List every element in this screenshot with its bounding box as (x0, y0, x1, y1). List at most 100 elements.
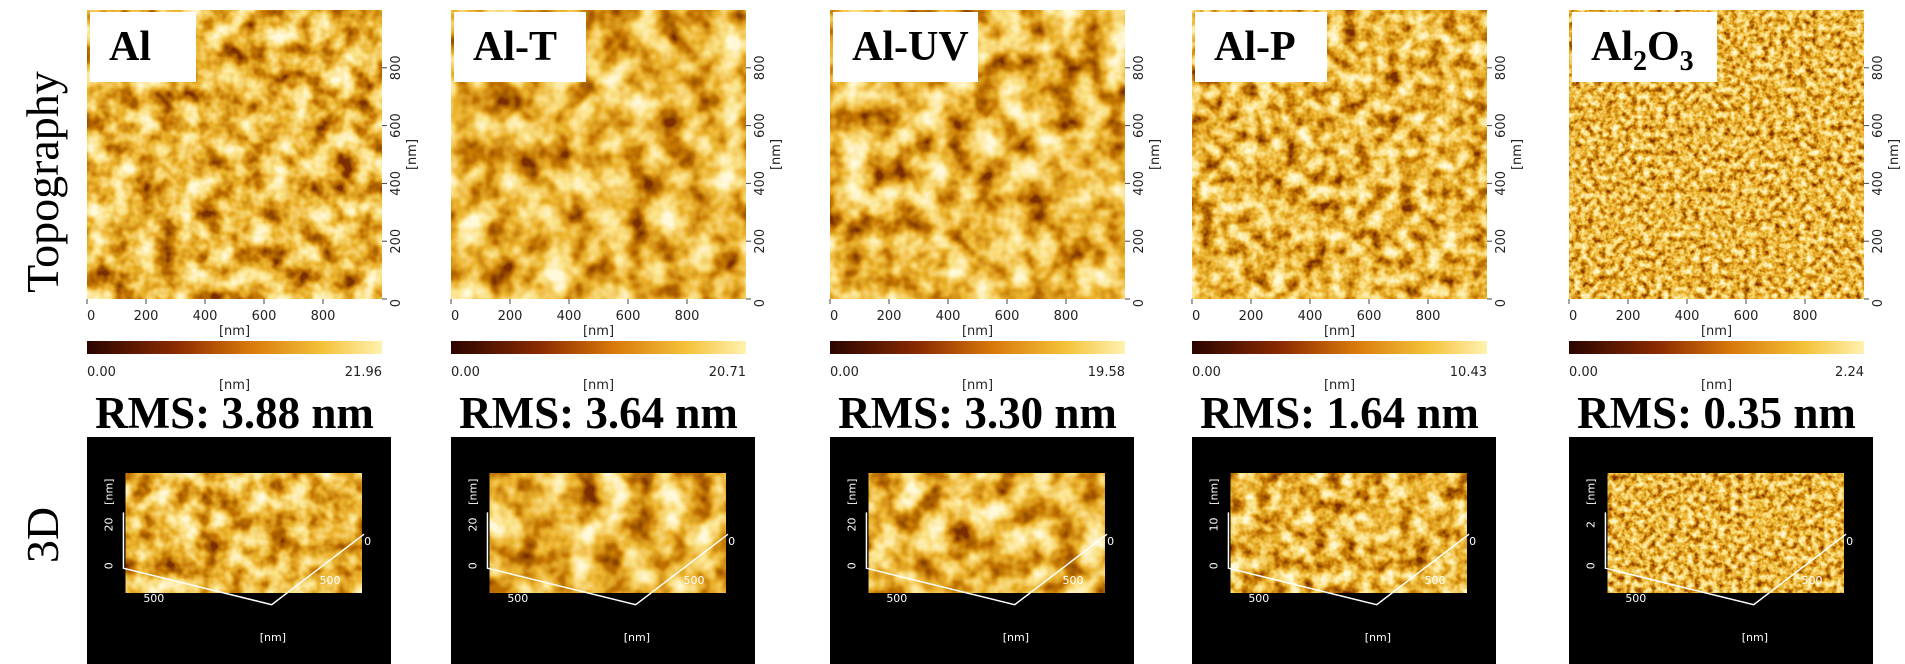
y-tick-label: 500 (1802, 574, 1823, 587)
y-axis-unit: [nm] (1510, 139, 1525, 170)
colorbar-min: 0.00 (451, 365, 480, 380)
view3d-unit: [nm] (1365, 631, 1391, 644)
y-tick-label: 0 (1494, 299, 1509, 307)
y-tick-label: 200 (1132, 229, 1147, 254)
x-tick-label: 600 (1734, 309, 1759, 324)
label-part: Al-UV (852, 24, 969, 70)
colorbar-min: 0.00 (1569, 365, 1598, 380)
x-tick-label: 0 (1569, 309, 1577, 324)
x-tick-label: 200 (1239, 309, 1264, 324)
colorbar-min: 0.00 (1192, 365, 1221, 380)
label-part: Al (109, 24, 151, 70)
y-tick-label: 600 (1494, 113, 1509, 138)
colorbar (830, 341, 1125, 354)
colorbar-max: 20.71 (709, 365, 746, 380)
y-tick-label: 600 (753, 113, 768, 138)
z-tick-label: 20 (103, 517, 116, 531)
y-axis-unit: [nm] (1148, 139, 1163, 170)
label-part: Al-P (1214, 24, 1296, 70)
y-tick-label: 0 (1846, 535, 1853, 548)
z-unit: [nm] (467, 479, 480, 505)
y-tick-label: 200 (389, 229, 404, 254)
label-part: 2 (1633, 46, 1647, 77)
x-tick-label: 800 (1054, 309, 1079, 324)
colorbar (451, 341, 746, 354)
x-tick-label: 600 (616, 309, 641, 324)
view3d-unit: [nm] (1742, 631, 1768, 644)
y-tick-label: 800 (389, 55, 404, 80)
colorbar (1569, 341, 1864, 354)
y-axis-unit: [nm] (769, 139, 784, 170)
x-tick-label: 500 (507, 592, 528, 605)
rms-value: RMS: 1.64 nm (1200, 388, 1479, 438)
y-tick-label: 400 (1132, 171, 1147, 196)
x-tick-label: 200 (134, 309, 159, 324)
x-tick-label: 600 (1357, 309, 1382, 324)
y-tick-label: 0 (1132, 299, 1147, 307)
colorbar (1192, 341, 1487, 354)
rms-value: RMS: 3.88 nm (95, 388, 374, 438)
colorbar-max: 21.96 (345, 365, 382, 380)
y-tick-label: 600 (1132, 113, 1147, 138)
y-tick-label: 500 (320, 574, 341, 587)
x-axis-unit: [nm] (1324, 324, 1355, 339)
sample-label: Al-P (1214, 24, 1296, 70)
z-tick-label: 0 (1208, 562, 1221, 569)
sample-label: Al-UV (852, 24, 969, 70)
y-axis-unit: [nm] (1887, 139, 1902, 170)
colorbar-min: 0.00 (87, 365, 116, 380)
x-axis-unit: [nm] (1701, 324, 1732, 339)
figure: Topography 3D Al0200400600800[nm]0200400… (0, 0, 1905, 664)
x-tick-label: 0 (830, 309, 838, 324)
y-tick-label: 200 (1871, 229, 1886, 254)
y-tick-label: 0 (728, 535, 735, 548)
y-tick-label: 500 (684, 574, 705, 587)
y-tick-label: 0 (364, 535, 371, 548)
x-tick-label: 500 (143, 592, 164, 605)
colorbar-max: 2.24 (1835, 365, 1864, 380)
y-tick-label: 200 (753, 229, 768, 254)
x-tick-label: 500 (1625, 592, 1646, 605)
y-tick-label: 400 (1871, 171, 1886, 196)
z-tick-label: 20 (846, 517, 859, 531)
x-tick-label: 0 (87, 309, 95, 324)
y-tick-label: 0 (1871, 299, 1886, 307)
row-label: 3D (17, 507, 68, 563)
x-tick-label: 600 (252, 309, 277, 324)
x-axis-unit: [nm] (219, 324, 250, 339)
x-tick-label: 500 (1248, 592, 1269, 605)
x-tick-label: 200 (1616, 309, 1641, 324)
x-tick-label: 400 (193, 309, 218, 324)
rms-value: RMS: 3.30 nm (838, 388, 1117, 438)
y-tick-label: 500 (1063, 574, 1084, 587)
rms-value: RMS: 3.64 nm (459, 388, 738, 438)
z-tick-label: 0 (1585, 562, 1598, 569)
colorbar-min: 0.00 (830, 365, 859, 380)
z-tick-label: 10 (1208, 517, 1221, 531)
colorbar (87, 341, 382, 354)
view3d-unit: [nm] (260, 631, 286, 644)
sample-label: Al-T (473, 24, 557, 70)
label-part: 3 (1680, 46, 1694, 77)
y-tick-label: 0 (389, 299, 404, 307)
y-axis-unit: [nm] (405, 139, 420, 170)
y-tick-label: 0 (1469, 535, 1476, 548)
x-tick-label: 400 (1675, 309, 1700, 324)
x-tick-label: 600 (995, 309, 1020, 324)
z-unit: [nm] (846, 479, 859, 505)
x-axis-unit: [nm] (962, 324, 993, 339)
z-tick-label: 0 (846, 562, 859, 569)
x-tick-label: 400 (936, 309, 961, 324)
x-axis-unit: [nm] (583, 324, 614, 339)
colorbar-max: 10.43 (1450, 365, 1487, 380)
z-unit: [nm] (103, 479, 116, 505)
y-tick-label: 600 (389, 113, 404, 138)
rms-value: RMS: 0.35 nm (1577, 388, 1856, 438)
y-tick-label: 600 (1871, 113, 1886, 138)
z-tick-label: 2 (1585, 521, 1598, 528)
x-tick-label: 500 (886, 592, 907, 605)
x-tick-label: 200 (877, 309, 902, 324)
view3d-unit: [nm] (1003, 631, 1029, 644)
y-tick-label: 400 (389, 171, 404, 196)
y-tick-label: 500 (1425, 574, 1446, 587)
